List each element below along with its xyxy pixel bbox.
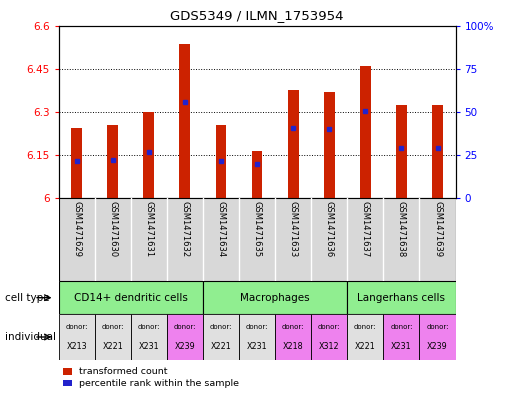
Text: GSM1471632: GSM1471632	[180, 201, 189, 257]
Bar	[360, 66, 371, 198]
Text: donor:: donor:	[210, 324, 232, 330]
Text: donor:: donor:	[174, 324, 196, 330]
Bar	[239, 314, 275, 360]
Bar	[288, 90, 299, 198]
Text: GSM1471629: GSM1471629	[72, 201, 81, 257]
Bar	[251, 151, 263, 198]
Bar	[324, 92, 334, 198]
Bar	[311, 314, 347, 360]
Text: X231: X231	[138, 342, 159, 351]
Bar	[203, 314, 239, 360]
Bar	[396, 105, 407, 198]
Text: X239: X239	[427, 342, 448, 351]
Bar	[167, 314, 203, 360]
Text: X221: X221	[355, 342, 376, 351]
Text: donor:: donor:	[137, 324, 160, 330]
Text: donor:: donor:	[318, 324, 341, 330]
Text: GSM1471634: GSM1471634	[216, 201, 225, 257]
Text: GSM1471631: GSM1471631	[144, 201, 153, 257]
Bar	[275, 314, 311, 360]
Text: X221: X221	[211, 342, 231, 351]
Text: donor:: donor:	[390, 324, 413, 330]
Text: donor:: donor:	[246, 324, 268, 330]
Text: individual: individual	[5, 332, 56, 342]
Bar	[347, 314, 383, 360]
Bar	[144, 112, 154, 198]
Bar	[383, 314, 419, 360]
Text: cell type: cell type	[5, 293, 50, 303]
Text: CD14+ dendritic cells: CD14+ dendritic cells	[74, 293, 188, 303]
Text: donor:: donor:	[65, 324, 88, 330]
Text: GSM1471635: GSM1471635	[252, 201, 262, 257]
Text: X239: X239	[175, 342, 195, 351]
Text: GSM1471636: GSM1471636	[325, 201, 334, 257]
Bar	[419, 314, 456, 360]
Text: GSM1471630: GSM1471630	[108, 201, 117, 257]
Text: GSM1471637: GSM1471637	[361, 201, 370, 257]
Bar	[107, 125, 118, 198]
Legend: transformed count, percentile rank within the sample: transformed count, percentile rank withi…	[63, 367, 239, 388]
Text: donor:: donor:	[354, 324, 377, 330]
Bar	[131, 314, 167, 360]
Text: X213: X213	[66, 342, 87, 351]
Text: GSM1471639: GSM1471639	[433, 201, 442, 257]
Bar	[215, 125, 227, 198]
Text: X218: X218	[283, 342, 303, 351]
Bar	[432, 105, 443, 198]
Text: X221: X221	[102, 342, 123, 351]
Bar	[71, 128, 82, 198]
Title: GDS5349 / ILMN_1753954: GDS5349 / ILMN_1753954	[171, 9, 344, 22]
Text: X231: X231	[391, 342, 412, 351]
Text: X312: X312	[319, 342, 340, 351]
Text: X231: X231	[247, 342, 267, 351]
Text: Macrophages: Macrophages	[240, 293, 310, 303]
Text: donor:: donor:	[426, 324, 449, 330]
Bar	[59, 281, 203, 314]
Bar	[59, 314, 95, 360]
Text: GSM1471633: GSM1471633	[289, 201, 298, 257]
Bar	[180, 44, 190, 198]
Bar	[95, 314, 131, 360]
Bar	[347, 281, 456, 314]
Bar	[203, 281, 347, 314]
Text: GSM1471638: GSM1471638	[397, 201, 406, 257]
Text: donor:: donor:	[282, 324, 304, 330]
Text: Langerhans cells: Langerhans cells	[357, 293, 445, 303]
Text: donor:: donor:	[101, 324, 124, 330]
